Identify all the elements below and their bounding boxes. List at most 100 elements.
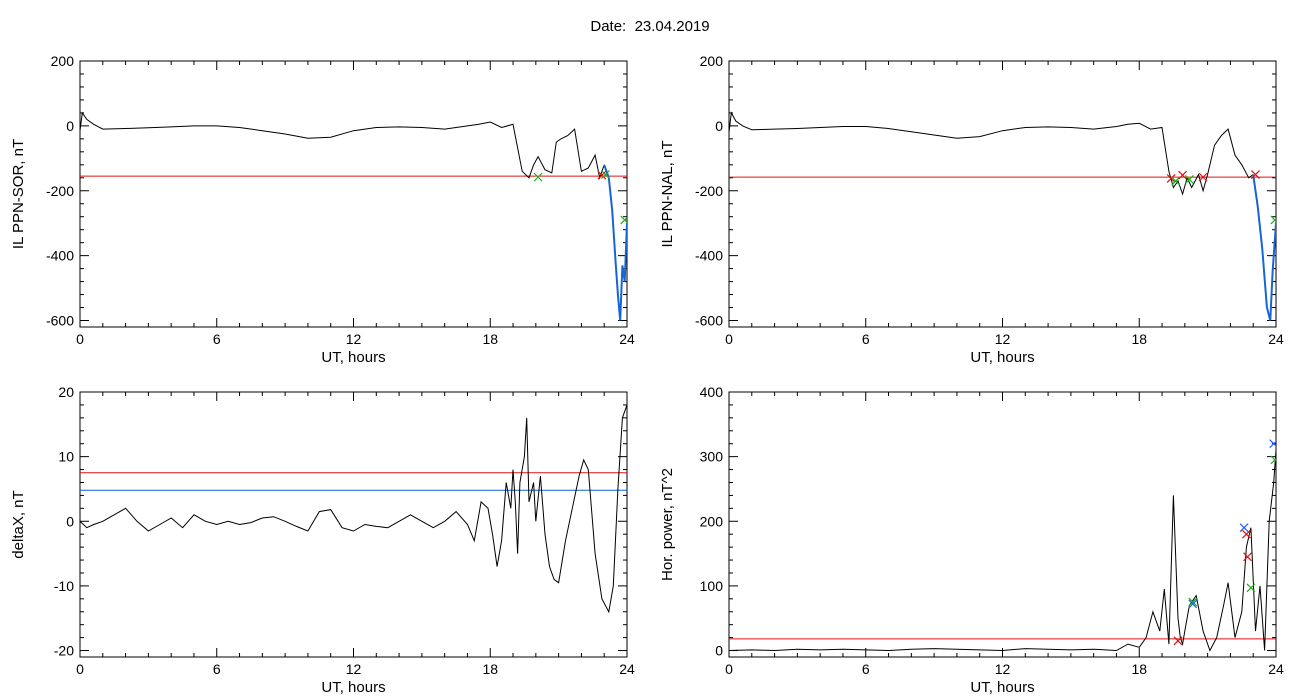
x-tick-label: 12 <box>995 331 1011 347</box>
marker-red <box>1173 636 1183 646</box>
x-tick-label: 24 <box>1268 661 1284 677</box>
x-tick-label: 6 <box>862 331 870 347</box>
x-tick-label: 24 <box>619 661 635 677</box>
x-tick-label: 18 <box>1131 331 1147 347</box>
marker-red <box>1243 552 1252 562</box>
marker-stroke <box>1251 170 1260 179</box>
marker-stroke <box>1178 170 1187 180</box>
series-line <box>80 111 605 180</box>
date-label: Date: <box>590 18 627 35</box>
x-tick-label: 6 <box>213 661 221 677</box>
chart-panel-3: 0 6 12 18 24 20 10 0 -10 -20 UT, hours deltaX, nT <box>10 384 635 696</box>
marker-red <box>1178 170 1187 180</box>
y-tick-label: 0 <box>715 118 723 134</box>
y-tick-label: 300 <box>700 449 724 465</box>
y-tick-label: -200 <box>695 183 723 199</box>
marker-red <box>1251 170 1260 179</box>
series-line-highlight <box>603 164 627 321</box>
series-line <box>729 450 1276 652</box>
x-tick-label: 0 <box>725 661 733 677</box>
marker-stroke <box>1166 174 1176 183</box>
chart-panel-1: 0 6 12 18 24 200 0 -200 -400 -600 UT, hours IL PPN-… <box>10 53 635 366</box>
x-tick-label: 24 <box>619 331 635 347</box>
marker-blue <box>1239 523 1249 533</box>
y-tick-label: 100 <box>700 578 724 594</box>
x-tick-label: 12 <box>995 661 1011 677</box>
y-axis-label: deltaX, nT <box>10 490 27 558</box>
marker-stroke <box>1171 176 1181 186</box>
marker-green <box>1270 455 1276 465</box>
marker-stroke <box>1269 440 1276 449</box>
marker-stroke <box>1243 552 1252 562</box>
y-tick-label: 20 <box>58 384 74 400</box>
marker-green <box>1184 174 1194 184</box>
x-tick-label: 24 <box>1268 331 1284 347</box>
x-tick-label: 18 <box>482 661 498 677</box>
marker-green <box>620 215 627 225</box>
marker-green <box>1270 215 1276 225</box>
y-tick-label: -400 <box>695 248 723 264</box>
plot-frame <box>728 60 1277 328</box>
data-layer <box>80 404 627 614</box>
x-tick-label: 6 <box>213 331 221 347</box>
y-tick-label: 0 <box>715 643 723 659</box>
marker-stroke <box>1173 636 1183 646</box>
y-axis-label: IL PPN-SOR, nT <box>10 139 27 249</box>
series-line <box>729 111 1254 196</box>
chart-panel-2: 0 6 12 18 24 200 0 -200 -400 -600 UT, hours IL PPN-… <box>659 53 1284 366</box>
x-tick-label: 18 <box>1131 661 1147 677</box>
marker-stroke <box>1246 583 1256 593</box>
marker-stroke <box>1198 172 1208 182</box>
marker-blue <box>1269 439 1276 449</box>
x-axis-label: UT, hours <box>321 679 385 696</box>
marker-stroke <box>620 216 627 225</box>
y-tick-label: -400 <box>46 248 74 264</box>
y-tick-label: 400 <box>700 384 724 400</box>
marker-stroke <box>597 170 607 180</box>
x-tick-label: 6 <box>862 661 870 677</box>
date-value: 23.04.2019 <box>634 18 710 35</box>
y-tick-label: -200 <box>46 183 74 199</box>
y-tick-label: -20 <box>54 643 74 659</box>
x-tick-label: 0 <box>725 331 733 347</box>
y-tick-label: 200 <box>700 53 724 69</box>
marker-stroke <box>1188 597 1198 607</box>
y-tick-label: 0 <box>66 118 74 134</box>
x-axis-label: UT, hours <box>970 349 1034 366</box>
data-layer <box>80 111 627 321</box>
y-tick-label: -600 <box>695 313 723 329</box>
y-tick-label: -600 <box>46 313 74 329</box>
x-axis-label: UT, hours <box>321 349 385 366</box>
y-axis-label: Hor. power, nT^2 <box>659 468 676 581</box>
marker-stroke <box>600 170 610 179</box>
x-axis-label: UT, hours <box>970 679 1034 696</box>
marker-red <box>597 170 607 180</box>
x-tick-label: 0 <box>76 661 84 677</box>
chart-panel-4: 0 6 12 18 24 400 300 200 100 0 UT, hours Hor. power… <box>659 384 1284 696</box>
y-tick-label: 10 <box>58 449 74 465</box>
marker-red <box>1241 529 1251 539</box>
data-layer <box>729 111 1276 321</box>
marker-blue <box>1188 599 1198 609</box>
marker-green <box>1188 597 1198 607</box>
y-axis-label: IL PPN-NAL, nT <box>659 141 676 248</box>
marker-green <box>600 170 610 179</box>
y-tick-label: 200 <box>51 53 75 69</box>
marker-green <box>1246 583 1256 593</box>
marker-red <box>1198 172 1208 182</box>
data-layer <box>729 439 1276 652</box>
plot-frame <box>79 391 628 658</box>
marker-stroke <box>1270 457 1276 465</box>
marker-stroke <box>1184 174 1194 184</box>
marker-green <box>533 172 543 182</box>
y-tick-label: 0 <box>66 513 74 529</box>
marker-green <box>1171 176 1181 186</box>
plot-frame <box>79 60 628 328</box>
x-tick-label: 12 <box>346 331 362 347</box>
marker-stroke <box>1239 523 1249 533</box>
marker-red <box>1166 174 1176 183</box>
marker-stroke <box>1270 217 1276 225</box>
series-line-highlight <box>1252 174 1276 321</box>
